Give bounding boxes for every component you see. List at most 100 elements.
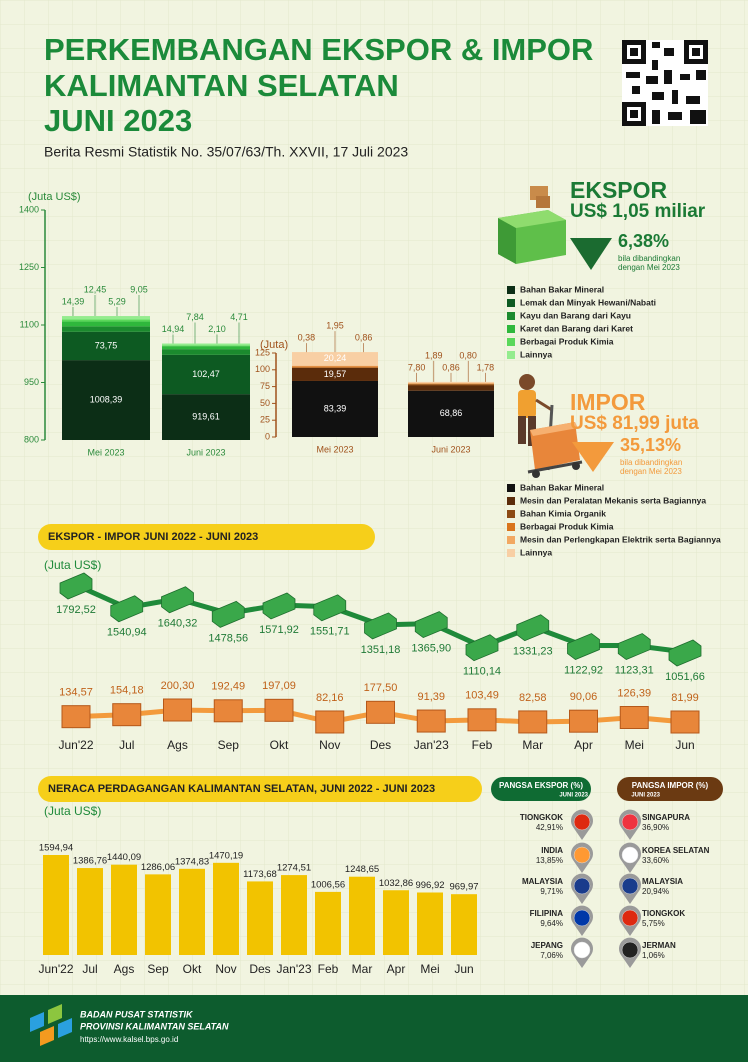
- country-share: 1,06%: [642, 951, 665, 960]
- down-arrow: [570, 238, 612, 270]
- value-label: 103,49: [465, 690, 499, 702]
- value-label: 1051,66: [665, 671, 705, 683]
- qr-code: [622, 40, 708, 126]
- x-tick-label: Jul: [82, 962, 97, 976]
- container-illustration: [498, 186, 566, 264]
- footer-url: https://www.kalsel.bps.go.id: [80, 1035, 178, 1044]
- country-share: 13,85%: [536, 856, 563, 865]
- bar-segment: [62, 321, 150, 327]
- y-tick-label: 800: [24, 434, 39, 444]
- country-name: JEPANG: [531, 941, 563, 950]
- country-flag: [573, 941, 591, 959]
- country-share: 36,90%: [642, 823, 669, 832]
- legend-label: Bahan Bakar Mineral: [520, 482, 604, 492]
- x-tick-label: Des: [249, 962, 270, 976]
- pangsa-pill: [617, 777, 723, 801]
- container-marker: [465, 634, 499, 662]
- impor-change: 35,13%: [620, 435, 681, 455]
- country-share: 42,91%: [536, 823, 563, 832]
- bar-segment: [292, 365, 378, 367]
- country-flag: [573, 846, 591, 864]
- title-line: PERKEMBANGAN EKSPOR & IMPOR: [44, 32, 593, 67]
- country-name: KOREA SELATAN: [642, 846, 710, 855]
- bar-segment: [408, 381, 494, 384]
- axis-label: (Juta US$): [28, 191, 81, 203]
- bar: [383, 890, 409, 955]
- legend-label: Mesin dan Peralatan Mekanis serta Bagian…: [520, 495, 706, 505]
- x-tick-label: Ags: [114, 962, 135, 976]
- x-tick-label: Mei 2023: [87, 447, 124, 457]
- value-label: 91,39: [417, 691, 445, 703]
- value-label: 1594,94: [39, 843, 73, 854]
- pangsa-period: JUNI 2023: [559, 793, 588, 799]
- bar: [145, 874, 171, 955]
- pangsa-pill: [491, 777, 591, 801]
- container-marker: [414, 611, 448, 639]
- x-tick-label: Des: [370, 738, 391, 752]
- container-marker: [163, 698, 192, 722]
- value-label: 2,10: [208, 324, 226, 334]
- bar-segment: [162, 343, 250, 346]
- x-tick-label: Jun: [675, 738, 694, 752]
- value-label: 68,86: [440, 408, 463, 418]
- value-label: 1351,18: [361, 644, 401, 656]
- section-title: EKSPOR - IMPOR JUNI 2022 - JUNI 2023: [48, 531, 258, 543]
- container-marker: [112, 703, 142, 727]
- legend-label: Mesin dan Perlengkapan Elektrik serta Ba…: [520, 534, 721, 544]
- container-marker: [366, 700, 395, 724]
- value-label: 1274,51: [277, 863, 311, 874]
- x-tick-label: Jan'23: [414, 738, 449, 752]
- bar: [111, 864, 137, 955]
- bar-segment: [408, 384, 494, 386]
- container-marker: [213, 699, 243, 723]
- x-tick-label: Jun'22: [39, 962, 74, 976]
- container-marker: [516, 614, 550, 642]
- value-label: 197,09: [262, 680, 296, 692]
- value-label: 177,50: [364, 682, 398, 694]
- container-marker: [567, 633, 600, 661]
- x-tick-label: Mar: [352, 962, 373, 976]
- x-tick-label: Feb: [318, 962, 339, 976]
- value-label: 1478,56: [208, 632, 248, 644]
- bar-segment: [162, 345, 250, 347]
- y-tick-label: 50: [260, 398, 270, 408]
- x-tick-label: Ags: [167, 738, 188, 752]
- x-tick-label: Mar: [522, 738, 543, 752]
- container-marker: [467, 708, 497, 732]
- legend-swatch: [507, 536, 515, 544]
- container-marker: [211, 600, 245, 628]
- country-name: MALAYSIA: [642, 877, 683, 886]
- y-tick-label: 0: [265, 431, 270, 441]
- legend-swatch: [507, 523, 515, 531]
- value-label: 20,24: [324, 353, 347, 363]
- pangsa-title: PANGSA EKSPOR (%): [499, 781, 583, 790]
- x-tick-label: Jun: [454, 962, 473, 976]
- legend-swatch: [507, 351, 515, 359]
- country-flag: [621, 941, 639, 959]
- x-tick-label: Juni 2023: [186, 447, 225, 457]
- bar-segment: [62, 331, 150, 361]
- country-name: JERMAN: [642, 941, 676, 950]
- x-tick-label: Mei: [625, 738, 644, 752]
- bar: [349, 876, 375, 955]
- legend-swatch: [507, 484, 515, 492]
- country-name: TIONGKOK: [642, 909, 685, 918]
- value-label: 9,05: [130, 284, 148, 294]
- bar-segment: [408, 383, 494, 384]
- bar: [179, 868, 205, 955]
- value-label: 81,99: [671, 692, 699, 704]
- value-label: 83,39: [324, 403, 347, 413]
- value-label: 0,86: [442, 362, 460, 372]
- country-flag: [621, 877, 639, 895]
- country-name: MALAYSIA: [522, 877, 563, 886]
- bar: [281, 875, 307, 955]
- comparison-text: bila dibandingkan: [620, 458, 682, 467]
- footer: [0, 995, 748, 1062]
- container-marker: [61, 705, 91, 729]
- bar: [77, 868, 103, 955]
- value-label: 82,16: [316, 692, 344, 704]
- bar: [417, 892, 443, 955]
- value-label: 0,38: [298, 332, 316, 342]
- value-label: 7,84: [186, 312, 204, 322]
